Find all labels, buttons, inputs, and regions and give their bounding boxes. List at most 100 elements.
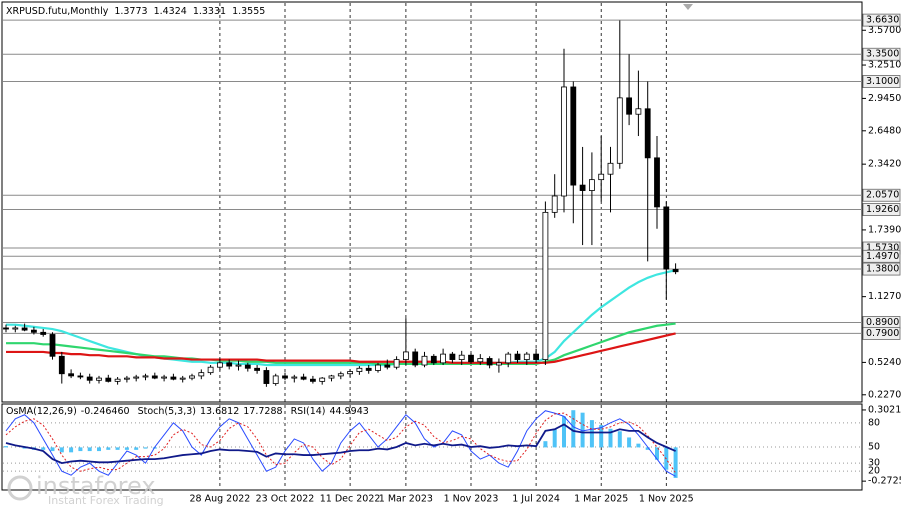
indicator-line [5, 410, 676, 477]
candle-body [198, 372, 205, 377]
candle-body [533, 353, 539, 360]
indicator-line [5, 423, 676, 465]
osma-bar [608, 428, 613, 448]
level-label: 1.4970 [866, 251, 899, 262]
candle-body [542, 211, 549, 360]
osma-bar [134, 447, 139, 450]
header-item: Stoch(5,3,3) [138, 406, 196, 417]
osma-bar [580, 412, 585, 448]
level-label: 2.0570 [866, 190, 899, 201]
candle-body [523, 353, 530, 360]
candle-body [495, 362, 502, 366]
candle-body [654, 157, 660, 208]
header-item: -0.246460 [81, 406, 130, 417]
osma-bar [552, 428, 557, 448]
osma-bar [106, 447, 111, 450]
candle-body [589, 179, 595, 191]
level-box [862, 13, 901, 27]
osma-bar [59, 447, 64, 453]
candle-body [272, 375, 279, 384]
candle-body [486, 358, 493, 366]
candle-body [468, 354, 474, 363]
level-label: 3.1000 [866, 76, 899, 87]
y2-tick-label: 20 [868, 466, 880, 477]
level-label: 3.6630 [866, 15, 899, 26]
header-low: 1.3331 [193, 6, 226, 17]
candle-body [133, 376, 140, 379]
candle-body [49, 334, 56, 357]
y-tick-label: 1.7390 [868, 224, 901, 235]
candle-body [421, 355, 428, 366]
x-tick-label: 23 Oct 2022 [256, 494, 315, 505]
y-tick-label: 2.3420 [868, 159, 901, 170]
indicator-line [5, 412, 677, 474]
candle-body [58, 355, 65, 375]
main-pane [1, 1, 863, 403]
y-tick-label: 0.302101 [868, 404, 901, 415]
moving-average [6, 322, 676, 366]
candle-body [393, 359, 400, 368]
y2-tick-label: 50 [868, 442, 880, 453]
x-tick-label: 1 Nov 2023 [444, 494, 499, 505]
x-tick-label: 1 Mar 2025 [574, 494, 628, 505]
header-item: OsMA(12,26,9) [6, 406, 77, 417]
header-high: 1.4324 [154, 6, 187, 17]
candle-body [142, 375, 149, 378]
osma-bar [69, 447, 74, 453]
osma-bar [124, 447, 129, 450]
candle-body [226, 362, 233, 367]
candle-body [598, 173, 605, 181]
osma-bar [143, 447, 148, 449]
candle-body [477, 358, 484, 363]
candle-body [551, 195, 558, 213]
level-box [862, 326, 901, 340]
level-label: 3.3500 [866, 49, 899, 60]
candle-body [263, 370, 270, 384]
y2-tick-label: 30 [868, 458, 880, 469]
header-open: 1.3773 [114, 6, 147, 17]
candle-body [105, 377, 112, 382]
level-box [862, 75, 901, 88]
candle-body [412, 351, 419, 366]
y-tick-label: 3.2510 [868, 60, 901, 71]
level-box [862, 262, 901, 276]
osma-bar [589, 420, 594, 448]
level-box [862, 188, 901, 202]
header-item: RSI(14) [291, 406, 326, 417]
candle-body [458, 354, 465, 360]
candle-body [402, 351, 409, 360]
level-label: 1.3800 [866, 264, 899, 275]
candle-body [207, 366, 214, 374]
candle-body [672, 268, 679, 273]
candle-body [12, 327, 19, 330]
candle-body [635, 108, 642, 115]
candle-body [356, 367, 363, 372]
watermark: instaforex Instant Forex Trading [7, 472, 164, 507]
candle-body [282, 375, 288, 379]
candle-body [328, 375, 335, 379]
candle-body [216, 362, 223, 368]
candle-body [514, 353, 521, 360]
osma-bar [645, 447, 650, 450]
level-label: 0.8900 [866, 317, 899, 328]
osma-bar [636, 443, 641, 448]
x-tick-label: 1 Nov 2025 [639, 494, 694, 505]
candle-body [151, 375, 158, 379]
candle-body [561, 86, 567, 197]
candle-body [309, 378, 316, 382]
indicator-pane [1, 403, 863, 491]
candle-body [365, 367, 372, 371]
candle-body [607, 162, 614, 175]
y-tick-label: 0.5240 [868, 357, 901, 368]
osma-bar [571, 410, 576, 448]
candle-body [449, 353, 456, 360]
level-box [862, 249, 901, 263]
candle-body [235, 364, 242, 367]
candle-body [86, 376, 93, 381]
candle-body [170, 376, 177, 380]
level-label: 0.7900 [866, 328, 899, 339]
candle-body [40, 331, 47, 335]
osma-bar [87, 447, 92, 452]
moving-average [6, 269, 676, 367]
